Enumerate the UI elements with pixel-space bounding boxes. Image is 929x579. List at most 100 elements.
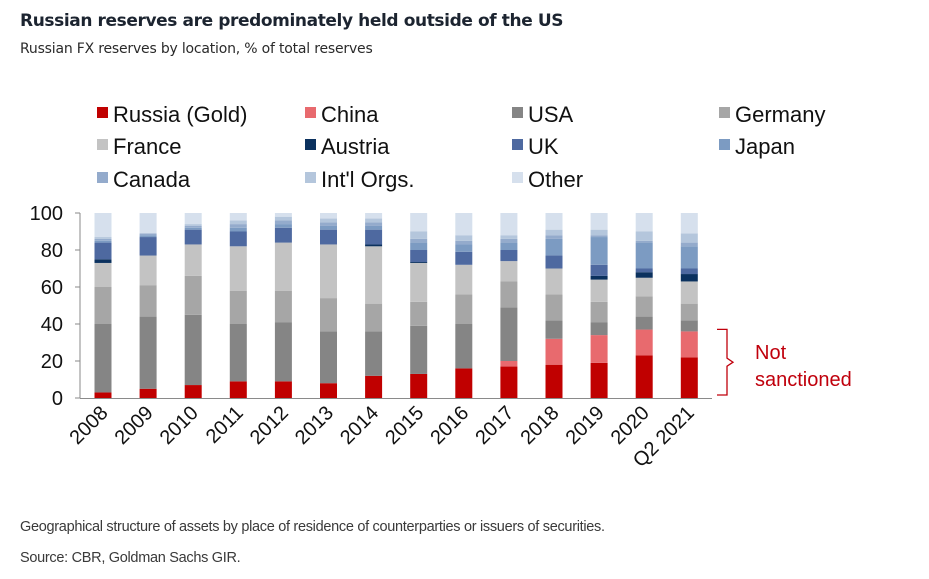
bar-segment-uk bbox=[365, 229, 383, 245]
y-tick-label: 20 bbox=[41, 351, 63, 373]
bar-segment-japan bbox=[139, 235, 157, 238]
bar-stack-2015 bbox=[410, 213, 428, 398]
bar-stack-2011 bbox=[229, 213, 247, 398]
bar-segment-russia-gold bbox=[320, 383, 337, 398]
bar-segment-france bbox=[455, 264, 473, 295]
legend-item-china: China bbox=[305, 102, 379, 127]
bar-segment-uk bbox=[320, 229, 337, 245]
x-tick-label: 2010 bbox=[156, 402, 203, 449]
bar-stack-2018 bbox=[545, 213, 563, 398]
x-tick-label: 2011 bbox=[202, 402, 248, 448]
legend-swatch bbox=[305, 172, 316, 183]
legend-swatch bbox=[97, 107, 108, 118]
bar-segment-usa bbox=[680, 320, 698, 332]
bar-segment-japan bbox=[500, 242, 518, 250]
bar-segment-other bbox=[410, 213, 428, 232]
bar-segment-uk bbox=[635, 268, 653, 273]
bar-segment-france bbox=[635, 277, 653, 297]
legend-swatch bbox=[97, 139, 108, 150]
annotation-label-line2: sanctioned bbox=[755, 369, 852, 391]
x-tick-label: 2012 bbox=[246, 402, 293, 449]
bar-segment-usa bbox=[500, 307, 518, 361]
bar-segment-int-l-orgs bbox=[590, 229, 608, 236]
legend-label: Russia (Gold) bbox=[113, 102, 247, 127]
bar-segment-other bbox=[590, 213, 608, 230]
annotation-bracket bbox=[717, 328, 735, 396]
bar-segment-canada bbox=[320, 222, 337, 226]
bar-segment-germany bbox=[545, 294, 563, 321]
bar-segment-germany bbox=[274, 290, 292, 323]
bar-segment-france bbox=[229, 246, 247, 291]
bar-segment-canada bbox=[590, 235, 608, 238]
legend-item-usa: USA bbox=[512, 102, 574, 127]
bar-segment-int-l-orgs bbox=[184, 224, 202, 226]
bar-segment-japan bbox=[229, 227, 247, 232]
bar-segment-austria bbox=[680, 274, 698, 282]
bar-segment-usa bbox=[410, 325, 428, 374]
bar-segment-japan bbox=[635, 242, 653, 269]
footnote-text: Geographical structure of assets by plac… bbox=[20, 519, 605, 535]
bar-segment-int-l-orgs bbox=[229, 220, 247, 225]
bar-segment-russia-gold bbox=[139, 388, 157, 398]
bar-segment-japan bbox=[274, 224, 292, 228]
bar-segment-austria bbox=[94, 259, 112, 263]
bars bbox=[94, 213, 698, 398]
bar-stack-2016 bbox=[455, 213, 473, 398]
x-tick-label: 2014 bbox=[336, 402, 383, 449]
bar-segment-germany bbox=[455, 294, 473, 324]
legend-swatch bbox=[512, 107, 523, 118]
bar-segment-canada bbox=[139, 233, 157, 236]
bar-segment-russia-gold bbox=[545, 364, 563, 398]
bar-segment-germany bbox=[94, 287, 112, 324]
bar-segment-russia-gold bbox=[455, 368, 473, 398]
bar-segment-canada bbox=[545, 235, 563, 239]
bar-segment-canada bbox=[635, 240, 653, 243]
legend-item-canada: Canada bbox=[97, 167, 191, 192]
legend-label: UK bbox=[528, 134, 559, 159]
legend-item-germany: Germany bbox=[719, 102, 825, 127]
bar-segment-int-l-orgs bbox=[500, 235, 518, 239]
bar-segment-canada bbox=[274, 220, 292, 225]
bar-segment-japan bbox=[590, 237, 608, 265]
bar-segment-uk bbox=[455, 251, 473, 265]
bar-segment-usa bbox=[455, 324, 473, 369]
y-tick-label: 0 bbox=[52, 388, 63, 410]
legend-item-austria: Austria bbox=[305, 134, 390, 159]
x-tick-label: 2019 bbox=[562, 402, 609, 449]
bar-segment-russia-gold bbox=[94, 392, 112, 398]
legend-label: Int'l Orgs. bbox=[321, 167, 414, 192]
bar-stack-2008 bbox=[94, 213, 112, 398]
bar-stack-2014 bbox=[365, 213, 383, 398]
y-tick-label: 40 bbox=[41, 314, 63, 336]
bar-segment-france bbox=[139, 255, 157, 286]
bar-segment-japan bbox=[320, 225, 337, 230]
bar-segment-other bbox=[680, 213, 698, 234]
legend-item-russia-gold: Russia (Gold) bbox=[97, 102, 247, 127]
bar-segment-other bbox=[545, 213, 563, 230]
bar-segment-canada bbox=[184, 225, 202, 228]
bar-segment-austria bbox=[635, 272, 653, 278]
source-text: Source: CBR, Goldman Sachs GIR. bbox=[20, 550, 241, 566]
bar-segment-china bbox=[500, 361, 518, 367]
bar-stack-2009 bbox=[139, 213, 157, 398]
x-tick-label: 2017 bbox=[471, 402, 518, 449]
x-tick-label: 2013 bbox=[291, 402, 338, 449]
bar-segment-int-l-orgs bbox=[635, 231, 653, 241]
bar-stack-2010 bbox=[184, 213, 202, 398]
bar-segment-uk bbox=[94, 242, 112, 260]
bar-stack-q2-2021 bbox=[680, 213, 698, 398]
bar-segment-usa bbox=[139, 316, 157, 389]
bar-segment-japan bbox=[680, 246, 698, 269]
bar-segment-austria bbox=[365, 244, 383, 247]
bar-segment-int-l-orgs bbox=[455, 235, 473, 241]
legend-swatch bbox=[512, 172, 523, 183]
bar-segment-france bbox=[410, 262, 428, 302]
legend: Russia (Gold) China USA Germany France Austri… bbox=[97, 102, 825, 192]
bar-segment-japan bbox=[455, 244, 473, 252]
y-axis: 0 20 40 60 80 100 bbox=[30, 203, 81, 410]
bar-segment-int-l-orgs bbox=[680, 233, 698, 243]
not-sanctioned-annotation: Not sanctioned bbox=[717, 328, 852, 396]
bar-segment-japan bbox=[365, 225, 383, 230]
